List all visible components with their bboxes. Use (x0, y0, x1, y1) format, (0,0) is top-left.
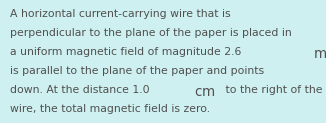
Text: to the right of the: to the right of the (222, 85, 323, 95)
Text: $\mathrm{mT}$: $\mathrm{mT}$ (313, 47, 326, 61)
Text: is parallel to the plane of the paper and points: is parallel to the plane of the paper an… (10, 66, 264, 76)
Text: wire, the total magnetic field is zero.: wire, the total magnetic field is zero. (10, 104, 210, 114)
Text: a uniform magnetic field of magnitude 2.6: a uniform magnetic field of magnitude 2.… (10, 47, 244, 57)
Text: A horizontal current-carrying wire that is: A horizontal current-carrying wire that … (10, 9, 230, 19)
Text: down. At the distance 1.0: down. At the distance 1.0 (10, 85, 153, 95)
Text: perpendicular to the plane of the paper is placed in: perpendicular to the plane of the paper … (10, 28, 291, 38)
Text: $\mathrm{cm}$: $\mathrm{cm}$ (194, 85, 216, 99)
